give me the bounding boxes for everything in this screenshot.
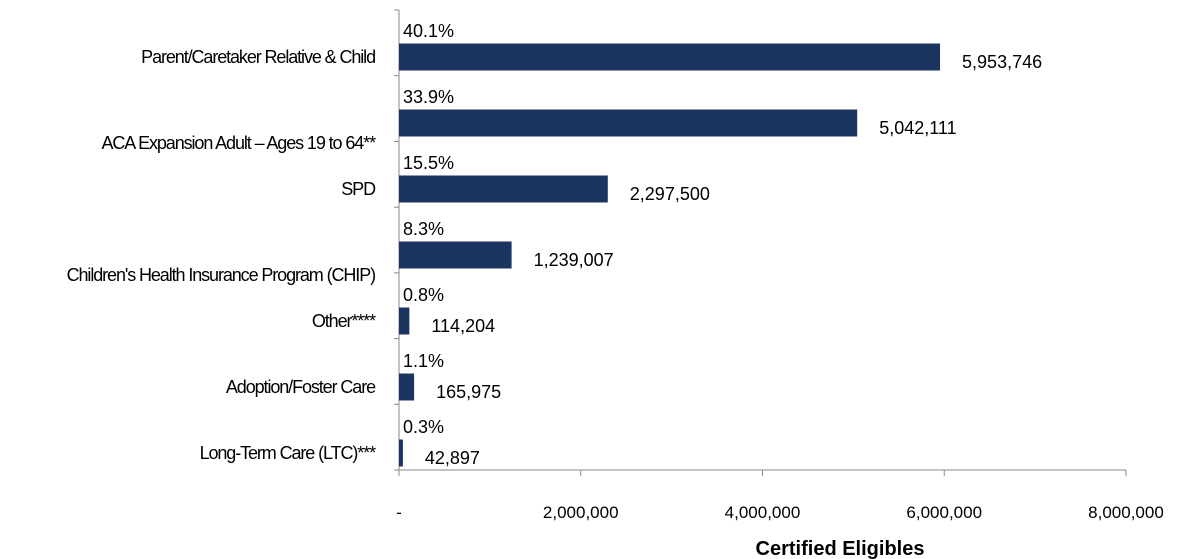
x-tick-label: 2,000,000 — [543, 503, 619, 522]
x-tick-label: 6,000,000 — [906, 503, 982, 522]
bar — [399, 439, 403, 467]
value-label: 165,975 — [436, 382, 501, 402]
share-label: 33.9% — [403, 87, 454, 107]
x-tick-label: 4,000,000 — [725, 503, 801, 522]
category-label: Other**** — [311, 311, 376, 331]
share-label: 15.5% — [403, 153, 454, 173]
x-axis-label: Certified Eligibles — [756, 538, 925, 559]
category-label: Adoption/Foster Care — [225, 377, 376, 397]
bar — [399, 241, 512, 269]
value-label: 114,204 — [431, 316, 495, 336]
bar — [399, 109, 858, 137]
share-label: 0.8% — [403, 285, 444, 305]
value-label: 2,297,500 — [630, 184, 710, 204]
bar — [399, 43, 941, 71]
value-label: 5,042,111 — [879, 118, 956, 138]
bar — [399, 175, 608, 203]
value-label: 1,239,007 — [534, 250, 614, 270]
value-label: 5,953,746 — [962, 52, 1042, 72]
category-label: Parent/Caretaker Relative & Child — [141, 47, 376, 67]
value-label: 42,897 — [425, 448, 480, 468]
share-label: 0.3% — [403, 417, 444, 437]
x-tick-label: 8,000,000 — [1088, 503, 1164, 522]
category-label: Children's Health Insurance Program (CHI… — [66, 265, 376, 285]
bar — [399, 373, 415, 401]
bar — [399, 307, 410, 335]
share-label: 8.3% — [403, 219, 444, 239]
x-tick-label: - — [396, 503, 402, 522]
share-label: 40.1% — [403, 21, 454, 41]
category-label: SPD — [341, 179, 376, 199]
category-label: Long-Term Care (LTC)*** — [199, 443, 377, 463]
category-label: ACA Expansion Adult – Ages 19 to 64** — [101, 133, 376, 153]
share-label: 1.1% — [403, 351, 444, 371]
